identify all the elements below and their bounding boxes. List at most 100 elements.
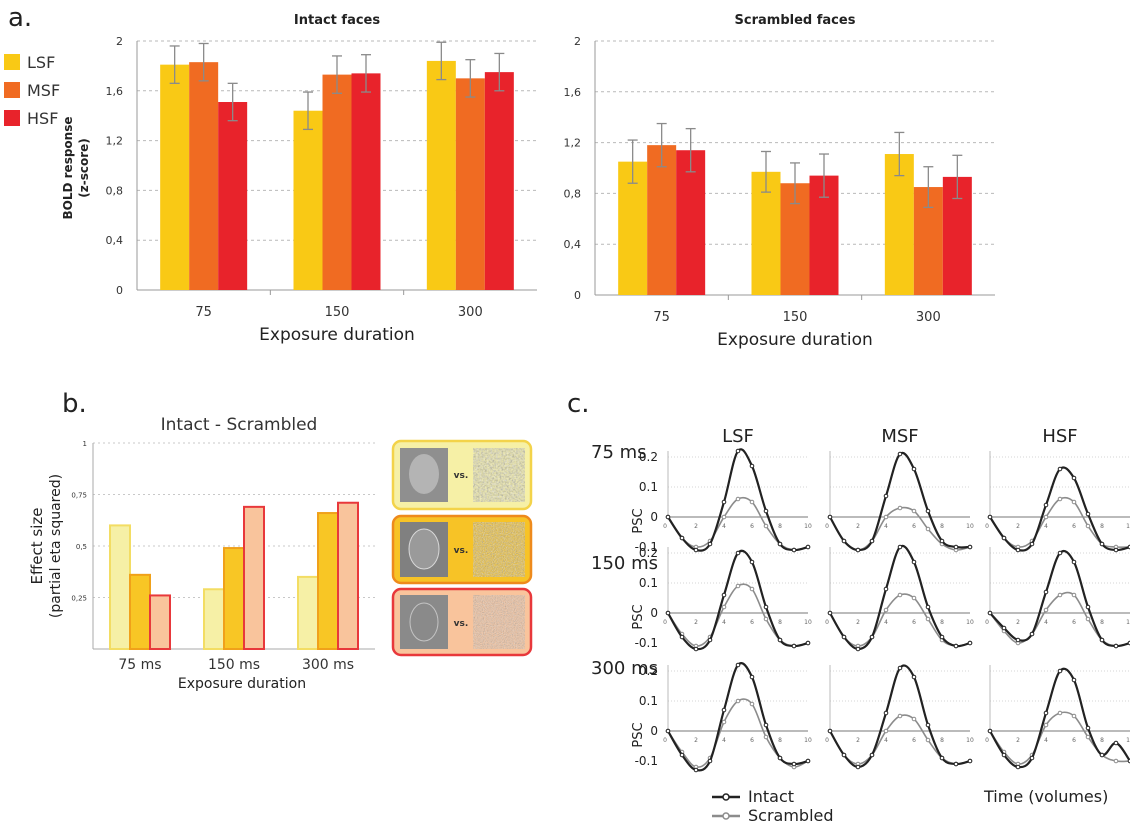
intact-marker — [791, 761, 797, 767]
x-tick-label: 4 — [1044, 523, 1048, 530]
legend-intact-marker — [722, 793, 730, 801]
intact-marker — [911, 466, 917, 472]
psc-label-group: PSC — [631, 604, 646, 629]
y-tick-label: 1,6 — [564, 86, 582, 99]
x-tick-label: 8 — [940, 737, 944, 744]
stimulus-lsf: vs. — [391, 439, 533, 511]
intact-marker — [939, 755, 945, 761]
legend-scrambled-marker — [722, 812, 730, 820]
x-tick-label: 2 — [1016, 523, 1020, 530]
intact-marker — [1071, 677, 1077, 683]
y-tick-label: 0.2 — [639, 450, 658, 464]
scrambled-marker — [763, 523, 769, 529]
bar-hsf-75 — [218, 102, 248, 290]
intact-marker — [841, 538, 847, 544]
intact-marker — [1085, 604, 1091, 610]
bar-lsf-300ms — [297, 575, 319, 651]
intact-marker — [987, 514, 993, 520]
intact-marker — [1099, 541, 1105, 547]
intact-marker — [1029, 631, 1035, 637]
scrambled-marker — [911, 716, 917, 722]
intact-marker — [805, 758, 811, 764]
intact-marker — [1043, 502, 1049, 508]
bar-hsf-150 — [351, 73, 381, 291]
intact-marker — [679, 634, 685, 640]
msf-face-icon — [408, 528, 440, 570]
y-tick-label: 0,75 — [71, 492, 87, 500]
intact-marker — [763, 722, 769, 728]
intact-marker — [791, 643, 797, 649]
y-tick-label: 1 — [83, 440, 87, 448]
y-tick-label: 1,2 — [106, 135, 124, 148]
y-tick-label: 0,8 — [106, 184, 124, 197]
legend-lsf-label: LSF — [27, 53, 55, 72]
intact-marker — [1113, 740, 1119, 746]
scrambled-marker — [1043, 514, 1049, 520]
x-tick-label: 300 — [458, 305, 483, 320]
x-tick-label: 0 — [663, 523, 667, 530]
x-tick-label: 8 — [940, 619, 944, 626]
scrambled-marker — [1071, 713, 1077, 719]
y-tick-label: -0.1 — [635, 754, 658, 768]
scrambled-line — [989, 711, 1130, 765]
scrambled-marker — [925, 737, 931, 743]
panel-c-label: c. — [567, 389, 590, 419]
intact-marker — [911, 674, 917, 680]
intact-marker — [679, 752, 685, 758]
legend-lsf-swatch — [4, 54, 20, 70]
scrambled-marker — [763, 616, 769, 622]
x-tick-label: 8 — [1100, 737, 1104, 744]
x-axis-label: Exposure duration — [717, 330, 873, 350]
intact-marker — [925, 604, 931, 610]
scrambled-marker — [749, 701, 755, 707]
bar-msf-150 — [322, 74, 352, 291]
intact-marker — [721, 707, 727, 713]
intact-marker — [1029, 541, 1035, 547]
x-tick-label: 6 — [912, 523, 916, 530]
vs-text-lsf: vs. — [454, 471, 469, 481]
bar-lsf-75 — [160, 64, 190, 290]
intact-marker — [869, 752, 875, 758]
x-tick-label: 4 — [884, 619, 888, 626]
y-tick-label: 1,2 — [564, 137, 582, 150]
intact-marker — [693, 767, 699, 773]
y-tick-label: 0,4 — [106, 234, 124, 247]
chart-scrambled-faces: Scrambled faces 0 0,4 0,8 1,2 1,6 2 75 150 300 Exp… — [564, 13, 995, 350]
x-tick-label: 300 — [916, 310, 941, 325]
scrambled-marker — [925, 526, 931, 532]
scrambled-line — [667, 698, 809, 769]
chart-title: Intact - Scrambled — [161, 415, 318, 435]
y-tick-label: 0,8 — [564, 187, 582, 200]
scrambled-line — [667, 496, 809, 551]
x-tick-label: 6 — [750, 737, 754, 744]
intact-marker — [987, 610, 993, 616]
msf-scrambled-icon — [473, 522, 525, 577]
y-tick-label: 0.1 — [639, 480, 658, 494]
y-tick-label: 0,4 — [564, 238, 582, 251]
intact-marker — [1001, 535, 1007, 541]
scrambled-marker — [883, 607, 889, 613]
intact-marker — [665, 610, 671, 616]
x-tick-label: 10 — [804, 523, 812, 530]
x-axis-label: Exposure duration — [178, 676, 306, 692]
panel-a-label: a. — [8, 3, 32, 33]
intact-marker — [735, 550, 741, 556]
y-tick-label: 0 — [650, 510, 658, 524]
x-tick-label: 6 — [750, 619, 754, 626]
intact-marker — [827, 728, 833, 734]
ylabel-line2: (z-score) — [77, 138, 91, 198]
panel-b-label: b. — [62, 389, 87, 419]
y-tick-label: 0 — [650, 606, 658, 620]
column-header: HSF — [1042, 426, 1077, 447]
intact-line — [989, 667, 1130, 769]
scrambled-marker — [911, 508, 917, 514]
stimulus-msf: vs. — [391, 514, 533, 585]
scrambled-marker — [1071, 592, 1077, 598]
intact-line — [667, 662, 809, 772]
intact-line — [989, 466, 1130, 552]
vs-text-hsf: vs. — [454, 619, 469, 629]
x-tick-label: 2 — [1016, 737, 1020, 744]
bar-hsf-300ms — [337, 501, 359, 650]
x-tick-label: 10 — [1126, 523, 1130, 530]
scrambled-marker — [1057, 592, 1063, 598]
